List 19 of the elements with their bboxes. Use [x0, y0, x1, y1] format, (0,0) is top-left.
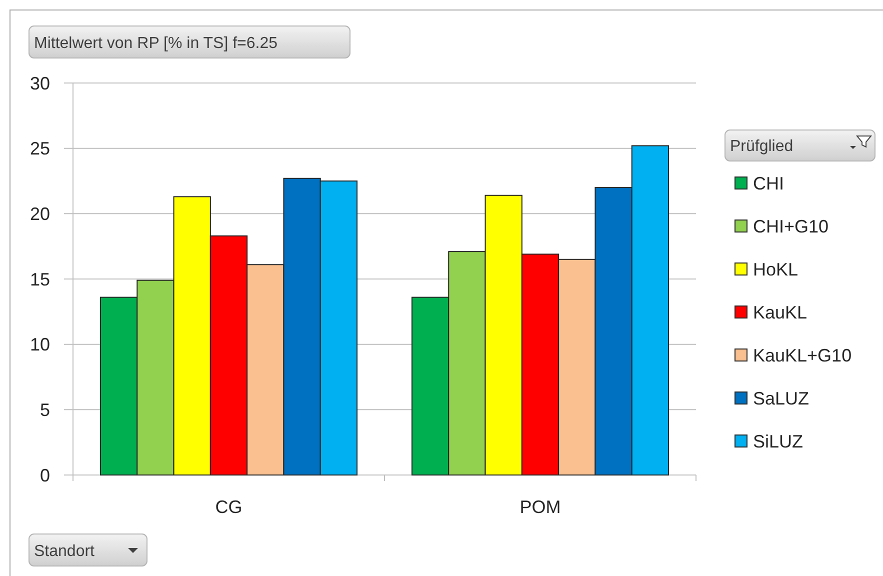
- legend-title: Prüfglied: [730, 138, 794, 155]
- legend-label: CHI: [753, 173, 784, 194]
- x-axis-title: Standort: [34, 543, 96, 560]
- legend-label: KauKL: [753, 302, 808, 322]
- legend-label: CHI+G10: [753, 216, 829, 236]
- legend-label: SaLUZ: [753, 388, 810, 408]
- x-tick-label: CG: [215, 497, 242, 517]
- legend-label: HoKL: [753, 259, 798, 280]
- legend-label: KauKL+G10: [753, 345, 852, 366]
- y-tick-label: 5: [40, 400, 50, 420]
- y-tick-label: 25: [30, 138, 50, 159]
- y-tick-label: 30: [30, 73, 50, 94]
- y-tick-label: 10: [30, 334, 50, 355]
- x-tick-label: POM: [520, 497, 561, 517]
- y-tick-label: 15: [30, 269, 50, 290]
- legend-label: SiLUZ: [753, 431, 804, 452]
- y-tick-label: 0: [40, 465, 50, 486]
- chart-title: Mittelwert von RP [% in TS] f=6.25: [34, 35, 278, 52]
- y-tick-label: 20: [30, 204, 50, 224]
